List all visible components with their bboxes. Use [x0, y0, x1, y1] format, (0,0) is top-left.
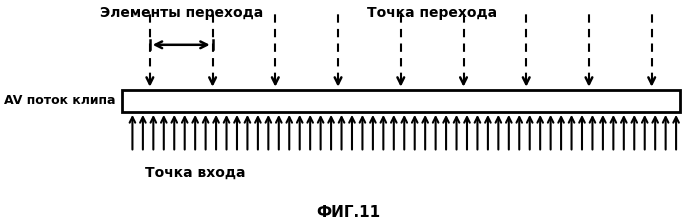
- Text: Элементы перехода: Элементы перехода: [100, 6, 263, 19]
- Text: Точка входа: Точка входа: [145, 166, 245, 180]
- Bar: [122, 90, 680, 112]
- Text: Точка перехода: Точка перехода: [367, 6, 497, 19]
- Text: AV поток клипа: AV поток клипа: [3, 94, 115, 107]
- Text: ФИГ.11: ФИГ.11: [316, 205, 381, 220]
